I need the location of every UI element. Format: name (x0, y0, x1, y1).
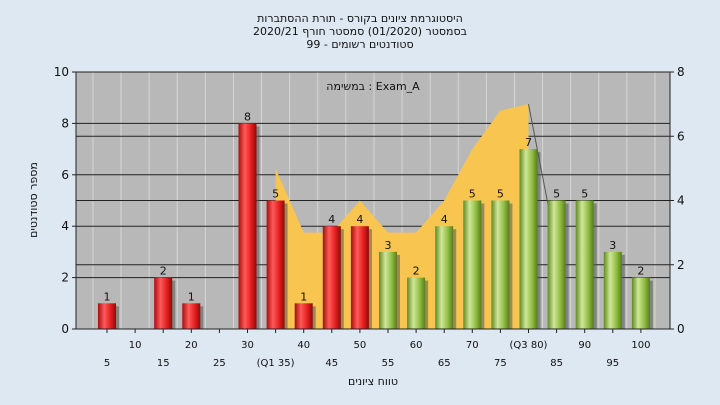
y-tick-label: 6 (61, 168, 69, 182)
y-tick-label: 10 (54, 65, 69, 79)
bar-15 (154, 277, 173, 329)
bar-value-label: 5 (553, 188, 560, 201)
y2-tick-label: 2 (677, 258, 685, 272)
x-tick-label: 50 (354, 340, 367, 351)
x-tick-label: 25 (213, 358, 226, 369)
bar-75 (491, 200, 510, 329)
y2-tick-label: 6 (677, 129, 685, 143)
x-tick-label: 55 (382, 358, 395, 369)
bar-value-label: 1 (300, 290, 307, 303)
x-tick-label: 20 (185, 340, 198, 351)
y-axis-label: מספר סטודנטים (27, 162, 40, 238)
x-tick-label: 40 (297, 340, 310, 351)
x-tick-label: 45 (325, 358, 338, 369)
bar-value-label: 3 (385, 239, 392, 252)
x-tick-label: 30 (241, 340, 254, 351)
x-tick-label: 70 (466, 340, 479, 351)
bar-45 (322, 226, 341, 329)
bar-value-label: 7 (525, 136, 532, 149)
chart-title-line-2: בסמסטר (01/2020) סמסטר חורף 2020/21 (253, 25, 467, 38)
bar-65 (435, 226, 454, 329)
bar-35 (266, 200, 285, 329)
bar-50 (350, 226, 369, 329)
bar-60 (407, 277, 426, 329)
bar-85 (547, 200, 566, 329)
y2-tick-label: 8 (677, 65, 685, 79)
bar-value-label: 1 (104, 290, 111, 303)
y2-tick-label: 4 (677, 194, 685, 208)
bar-55 (379, 251, 397, 329)
bar-80 (519, 149, 538, 329)
bar-value-label: 5 (497, 188, 504, 201)
bar-value-label: 5 (581, 188, 588, 201)
x-tick-label: 100 (631, 340, 650, 351)
x-tick-label: 15 (157, 358, 170, 369)
x-tick-label: 5 (104, 358, 110, 369)
x-axis-label: טווח ציונים (348, 375, 398, 388)
y2-tick-label: 0 (677, 322, 685, 336)
y-tick-label: 4 (61, 219, 69, 233)
x-tick-label: (Q1 35) (257, 358, 295, 369)
bar-value-label: 5 (469, 188, 476, 201)
bar-value-label: 1 (188, 290, 195, 303)
x-tick-label: 85 (550, 358, 563, 369)
y-tick-label: 8 (61, 116, 69, 130)
x-tick-label: 95 (606, 358, 619, 369)
bar-20 (182, 303, 201, 329)
x-tick-label: 75 (494, 358, 507, 369)
bar-value-label: 8 (244, 110, 251, 123)
x-tick-label: (Q3 80) (510, 340, 548, 351)
bar-95 (603, 251, 622, 329)
bar-value-label: 4 (356, 213, 363, 226)
chart-title-line-1: היסטוגרמת ציונים בקורס - תורת ההסתברות (257, 12, 463, 25)
bar-value-label: 2 (160, 265, 167, 278)
bar-5 (98, 303, 116, 329)
bar-90 (575, 200, 594, 329)
bar-value-label: 4 (328, 213, 335, 226)
x-tick-label: 65 (438, 358, 451, 369)
y-tick-label: 0 (61, 322, 69, 336)
bar-100 (631, 277, 650, 329)
x-tick-label: 10 (129, 340, 142, 351)
bar-40 (294, 303, 313, 329)
bar-30 (238, 123, 257, 330)
bar-value-label: 3 (609, 239, 616, 252)
bar-value-label: 5 (272, 188, 279, 201)
chart-title-line-3: סטודנטים רשומים - 99 (306, 38, 414, 51)
bar-value-label: 4 (441, 213, 448, 226)
exam-label: במשימה : Exam_A (326, 80, 420, 93)
bar-value-label: 2 (637, 265, 644, 278)
x-tick-label: 90 (578, 340, 591, 351)
y-tick-label: 2 (61, 271, 69, 285)
bar-70 (463, 200, 482, 329)
x-tick-label: 60 (410, 340, 423, 351)
bar-value-label: 2 (413, 265, 420, 278)
